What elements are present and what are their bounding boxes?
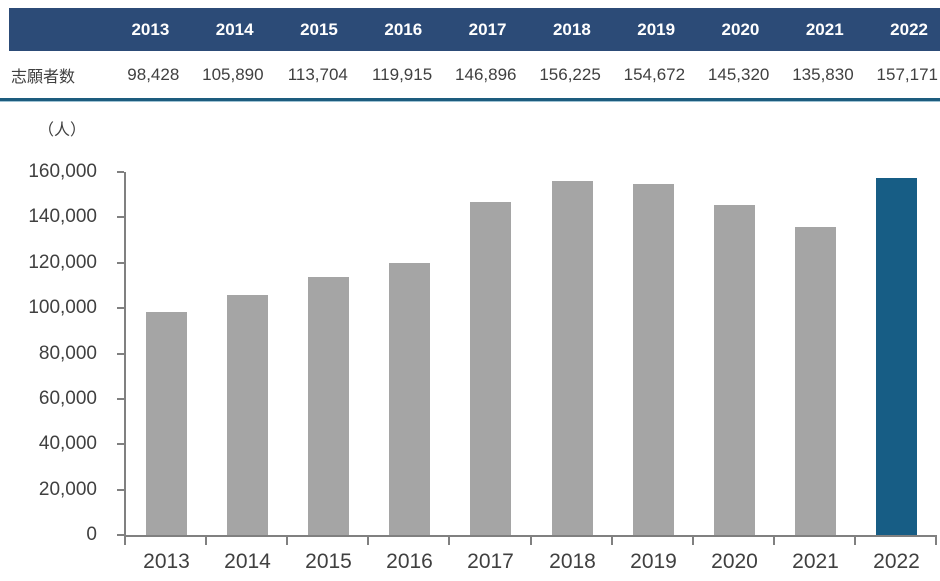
x-category-label: 2021: [792, 550, 839, 573]
y-axis-tick: [117, 261, 124, 264]
year-header-cell: 2020: [687, 8, 772, 51]
y-axis-tick-label: 120,000: [28, 251, 97, 273]
x-category-label: 2014: [224, 550, 271, 573]
y-axis-tick-label: 0: [86, 524, 97, 545]
table-accent-border: [0, 98, 940, 102]
applicants-value-cell: 146,896: [434, 51, 519, 98]
year-header-row: 2013 2014 2015 2016 2017 2018 2019 2020 2021 2022: [9, 8, 940, 51]
year-header-cell: 2016: [349, 8, 435, 51]
y-axis-tick-label: 140,000: [28, 206, 97, 228]
year-header-cell: 2021: [771, 8, 856, 51]
x-category-label: 2022: [873, 550, 920, 573]
bar-2015: [308, 277, 349, 535]
y-axis-tick-label: 80,000: [38, 342, 97, 364]
x-category-label: 2017: [467, 550, 514, 573]
bar-2021: [795, 227, 836, 535]
x-category-label: 2013: [143, 550, 190, 573]
applicants-value-cell: 157,171: [855, 51, 940, 98]
y-axis-tick: [117, 443, 124, 446]
x-axis-tick: [124, 537, 126, 545]
applicants-value-cell: 154,672: [602, 51, 688, 98]
y-axis-tick-label: 100,000: [28, 297, 97, 319]
y-axis-tick-label: 60,000: [38, 387, 97, 409]
applicants-value-cell: 113,704: [265, 51, 350, 98]
x-axis-tick: [935, 537, 937, 545]
applicants-value-row: 志願者数 98,428 105,890 113,704 119,915 146,896 1…: [9, 51, 940, 98]
x-axis-tick: [610, 537, 613, 545]
year-header-cell: 2017: [434, 8, 519, 51]
y-axis-tick-label: 40,000: [38, 433, 97, 455]
x-axis-tick: [772, 537, 775, 545]
year-header-cell: 2019: [602, 8, 688, 51]
x-category-label: 2016: [386, 550, 433, 573]
table-corner-cell: [9, 8, 97, 51]
bar-2020: [714, 205, 755, 535]
y-axis-tick-label: 20,000: [38, 478, 97, 500]
y-axis-unit-label: （人）: [38, 122, 87, 139]
year-header-cell: 2018: [518, 8, 603, 51]
x-axis-tick: [448, 537, 451, 545]
table-body: 志願者数 98,428 105,890 113,704 119,915 146,896 1…: [9, 51, 940, 98]
applicants-value-cell: 135,830: [771, 51, 856, 98]
y-axis-tick: [117, 397, 124, 400]
bar-2019: [633, 184, 674, 535]
bar-2016: [389, 263, 430, 535]
x-category-label: 2018: [549, 550, 596, 573]
bar-2022: [876, 178, 917, 535]
applicants-value-cell: 156,225: [518, 51, 603, 98]
y-axis-tick: [117, 488, 124, 491]
applicants-table: 2013 2014 2015 2016 2017 2018 2019 2020 2021 2022…: [9, 8, 940, 98]
x-axis-tick: [529, 537, 532, 545]
bar-2017: [470, 202, 511, 535]
x-category-label: 2019: [630, 550, 677, 573]
y-axis-tick: [117, 307, 124, 310]
bar-2013: [146, 312, 187, 535]
applicants-value-cell: 145,320: [687, 51, 772, 98]
year-header-cell: 2022: [855, 8, 940, 51]
x-axis-tick: [853, 537, 856, 545]
applicants-value-cell: 105,890: [181, 51, 266, 98]
y-axis-tick: [117, 171, 124, 173]
x-category-label: 2020: [711, 550, 758, 573]
applicants-value-cell: 98,428: [97, 51, 182, 98]
y-axis-tick: [117, 534, 124, 536]
x-category-label: 2015: [305, 550, 352, 573]
applicants-value-cell: 119,915: [349, 51, 435, 98]
y-axis-tick: [117, 216, 124, 219]
bar-2018: [552, 181, 593, 535]
table-header: 2013 2014 2015 2016 2017 2018 2019 2020 2021 2022: [9, 8, 940, 51]
x-axis-line: [124, 535, 937, 537]
bar-2014: [227, 295, 268, 535]
year-header-cell: 2014: [181, 8, 266, 51]
y-axis-tick: [117, 352, 124, 355]
row-label-cell: 志願者数: [9, 51, 97, 98]
y-axis-line: [124, 172, 126, 537]
x-axis-tick: [691, 537, 694, 545]
x-axis-tick: [286, 537, 289, 545]
x-axis-tick: [367, 537, 370, 545]
year-header-cell: 2015: [265, 8, 350, 51]
year-header-cell: 2013: [97, 8, 182, 51]
y-axis-tick-label: 160,000: [28, 161, 97, 182]
x-axis-tick: [205, 537, 208, 545]
